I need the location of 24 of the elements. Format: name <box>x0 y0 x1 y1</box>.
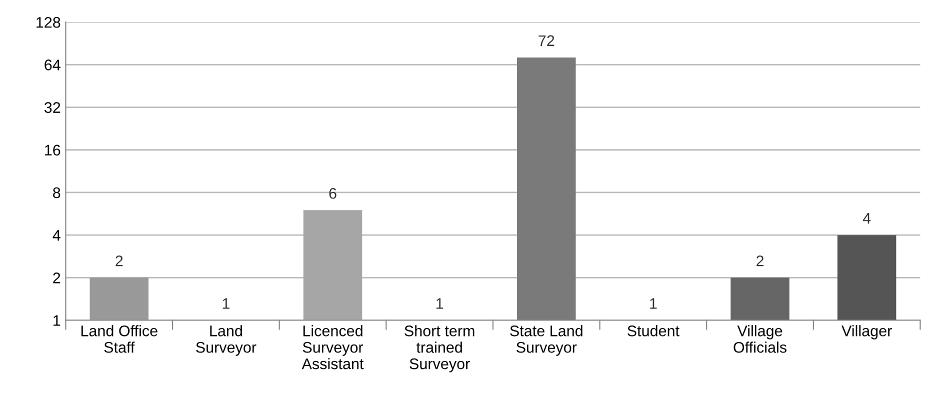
y-tick-label: 16 <box>45 144 60 156</box>
data-label: 72 <box>538 35 554 46</box>
x-tick-label: Villager <box>842 325 892 340</box>
y-tick-label: 8 <box>53 187 60 198</box>
y-tick-label: 2 <box>53 272 60 284</box>
data-label: 1 <box>650 298 657 309</box>
x-tick-label: Land Surveyor <box>196 325 256 356</box>
x-tick-label: Land Office Staff <box>81 325 158 353</box>
data-label: 1 <box>436 298 444 309</box>
x-tick-label: Student <box>628 325 680 336</box>
y-tick-label: 4 <box>52 230 60 241</box>
x-tick-label: Village Officials <box>734 325 786 353</box>
y-tick-label: 32 <box>44 102 60 113</box>
data-label: 4 <box>862 213 871 224</box>
data-label: 2 <box>756 255 764 266</box>
y-tick-label: 64 <box>44 60 60 70</box>
data-label: 6 <box>329 188 336 199</box>
data-label: 1 <box>222 298 230 309</box>
x-tick-label: Licenced Surveyor Assistant <box>302 325 364 370</box>
x-tick-label: Short term trained Surveyor <box>404 325 474 372</box>
x-tick-label: State Land Surveyor <box>510 325 582 356</box>
y-tick-label: 128 <box>36 16 60 28</box>
data-label: 2 <box>116 255 123 266</box>
y-tick-label: 1 <box>54 315 60 326</box>
